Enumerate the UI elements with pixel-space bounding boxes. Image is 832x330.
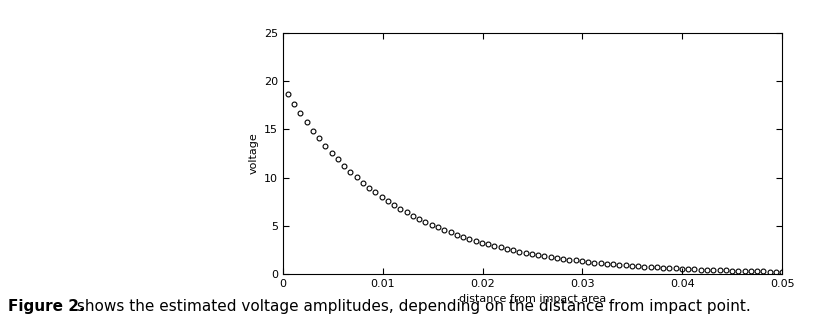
Text: shows the estimated voltage amplitudes, depending on the distance from impact po: shows the estimated voltage amplitudes, …	[72, 299, 750, 314]
Y-axis label: voltage: voltage	[248, 133, 259, 174]
X-axis label: distance from impact area: distance from impact area	[459, 294, 606, 304]
Text: Figure 2.: Figure 2.	[8, 299, 85, 314]
